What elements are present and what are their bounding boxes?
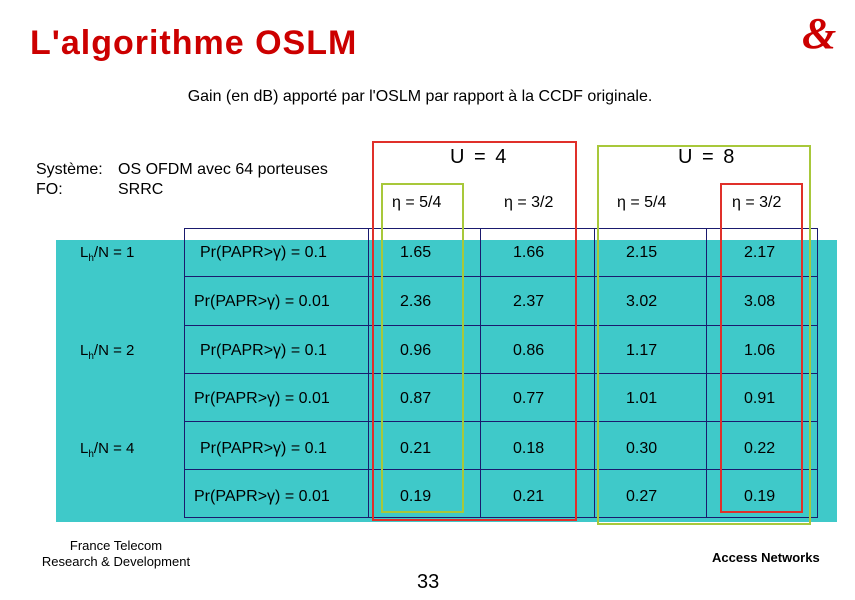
prob-label: Pr(PAPR>γ) = 0.01 [194, 390, 330, 407]
table-cell: 0.19 [744, 488, 776, 505]
table-cell: 3.02 [626, 293, 658, 310]
prob-label: Pr(PAPR>γ) = 0.1 [200, 244, 327, 261]
table-cell: 3.08 [744, 293, 776, 310]
grid-line [184, 517, 818, 518]
table-cell: 2.36 [400, 293, 432, 310]
table-cell: 0.87 [400, 390, 432, 407]
table-cell: 0.21 [513, 488, 545, 505]
table-cell: 0.18 [513, 440, 545, 457]
table-cell: 0.21 [400, 440, 432, 457]
grid-line [706, 228, 707, 518]
table-cell: 1.66 [513, 244, 545, 261]
lh-label-2: Lh/N = 2 [80, 342, 135, 362]
footer-org: France Telecom [69, 538, 163, 553]
grid-line [480, 228, 481, 518]
group-header-u4: U = 4 [450, 146, 509, 168]
prob-label: Pr(PAPR>γ) = 0.01 [194, 293, 330, 310]
table-cell: 0.91 [744, 390, 776, 407]
svg-text:&: & [802, 9, 836, 56]
frame-u4 [372, 141, 577, 521]
grid-line [184, 373, 818, 374]
lh-label-3: Lh/N = 4 [80, 440, 135, 460]
frame-eta-5-4-u4 [381, 183, 464, 513]
table-cell: 0.27 [626, 488, 658, 505]
ampersand-logo-icon: & [802, 9, 836, 56]
page-title: L'algorithme OSLM [30, 24, 358, 62]
table-cell: 1.17 [626, 342, 658, 359]
table-cell: 1.65 [400, 244, 432, 261]
table-cell: 0.22 [744, 440, 776, 457]
system-label: Système: [36, 161, 103, 178]
footer-division: Research & Development [41, 554, 191, 569]
fo-label: FO: [36, 181, 63, 198]
gain-table: Pr(PAPR>γ) = 0.1 1.65 1.66 2.15 2.17 Pr(… [184, 228, 818, 518]
grid-line [368, 228, 369, 518]
eta-header-3: η = 5/4 [617, 194, 667, 211]
table-cell: 0.96 [400, 342, 432, 359]
grid-line [817, 228, 818, 518]
eta-header-1: η = 5/4 [392, 194, 442, 211]
footer-right: Access Networks [712, 550, 820, 565]
system-value: OS OFDM avec 64 porteuses [118, 161, 328, 178]
grid-line [184, 421, 818, 422]
grid-line [594, 228, 595, 518]
table-cell: 1.06 [744, 342, 776, 359]
grid-line [184, 228, 818, 229]
prob-label: Pr(PAPR>γ) = 0.1 [200, 342, 327, 359]
grid-line [184, 228, 185, 518]
table-cell: 0.19 [400, 488, 432, 505]
grid-line [184, 325, 818, 326]
footer-left: France Telecom Research & Development [30, 538, 202, 570]
table-cell: 1.01 [626, 390, 658, 407]
table-cell: 2.17 [744, 244, 776, 261]
group-header-u8: U = 8 [678, 146, 737, 168]
grid-line [184, 469, 818, 470]
table-cell: 0.77 [513, 390, 545, 407]
prob-label: Pr(PAPR>γ) = 0.01 [194, 488, 330, 505]
page-number: 33 [417, 571, 440, 593]
system-description: Système: OS OFDM avec 64 porteuses FO: S… [36, 160, 328, 200]
prob-label: Pr(PAPR>γ) = 0.1 [200, 440, 327, 457]
table-cell: 2.37 [513, 293, 545, 310]
table-cell: 0.30 [626, 440, 658, 457]
table-cell: 2.15 [626, 244, 658, 261]
frame-eta-3-2-u8 [720, 183, 803, 513]
eta-header-4: η = 3/2 [732, 194, 782, 211]
lh-label-1: Lh/N = 1 [80, 244, 135, 264]
fo-value: SRRC [118, 181, 164, 198]
eta-header-2: η = 3/2 [504, 194, 554, 211]
frame-u8 [597, 145, 811, 525]
table-cell: 0.86 [513, 342, 545, 359]
grid-line [184, 276, 818, 277]
subtitle: Gain (en dB) apporté par l'OSLM par rapp… [187, 88, 653, 105]
